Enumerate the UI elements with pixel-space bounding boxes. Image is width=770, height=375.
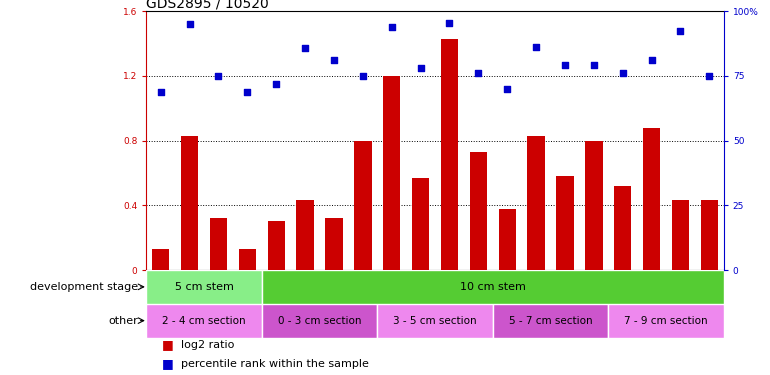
Bar [701,201,718,270]
Bar [470,152,487,270]
Bar [440,39,458,270]
Text: log2 ratio: log2 ratio [181,340,234,350]
Text: 10 cm stem: 10 cm stem [460,282,526,292]
Point [645,57,658,63]
Text: 0 - 3 cm section: 0 - 3 cm section [278,316,361,326]
Point [299,45,311,51]
Text: 7 - 9 cm section: 7 - 9 cm section [624,316,708,326]
Text: 3 - 5 cm section: 3 - 5 cm section [393,316,477,326]
Point [357,73,369,79]
Point [241,89,253,95]
Point [414,65,427,71]
Text: GDS2895 / 10520: GDS2895 / 10520 [146,0,269,10]
Point [675,28,687,34]
Bar [608,304,724,338]
Bar [499,209,516,270]
Bar [354,141,372,270]
Bar [383,76,400,270]
Point [213,73,225,79]
Point [472,70,484,76]
Text: development stage: development stage [31,282,139,292]
Bar [556,176,574,270]
Point [270,81,283,87]
Text: 5 cm stem: 5 cm stem [175,282,233,292]
Bar [296,201,314,270]
Bar [377,304,493,338]
Bar [146,270,262,304]
Bar [152,249,169,270]
Point [617,70,629,76]
Bar [262,304,377,338]
Point [703,73,715,79]
Bar [585,141,603,270]
Point [328,57,340,63]
Point [501,86,514,92]
Bar [146,304,262,338]
Point [183,21,196,27]
Point [559,62,571,68]
Bar [412,178,430,270]
Text: percentile rank within the sample: percentile rank within the sample [181,359,369,369]
Bar [643,128,661,270]
Point [386,24,398,30]
Point [444,20,456,26]
Bar [262,270,724,304]
Bar [181,136,199,270]
Text: ■: ■ [162,339,177,351]
Bar [268,222,285,270]
Bar [239,249,256,270]
Bar [614,186,631,270]
Text: 2 - 4 cm section: 2 - 4 cm section [162,316,246,326]
Bar [671,201,689,270]
Bar [493,304,608,338]
Bar [326,218,343,270]
Point [155,89,167,95]
Bar [209,218,227,270]
Point [530,44,542,50]
Text: 5 - 7 cm section: 5 - 7 cm section [509,316,592,326]
Text: other: other [109,316,139,326]
Point [588,62,600,68]
Text: ■: ■ [162,357,177,370]
Bar [527,136,545,270]
